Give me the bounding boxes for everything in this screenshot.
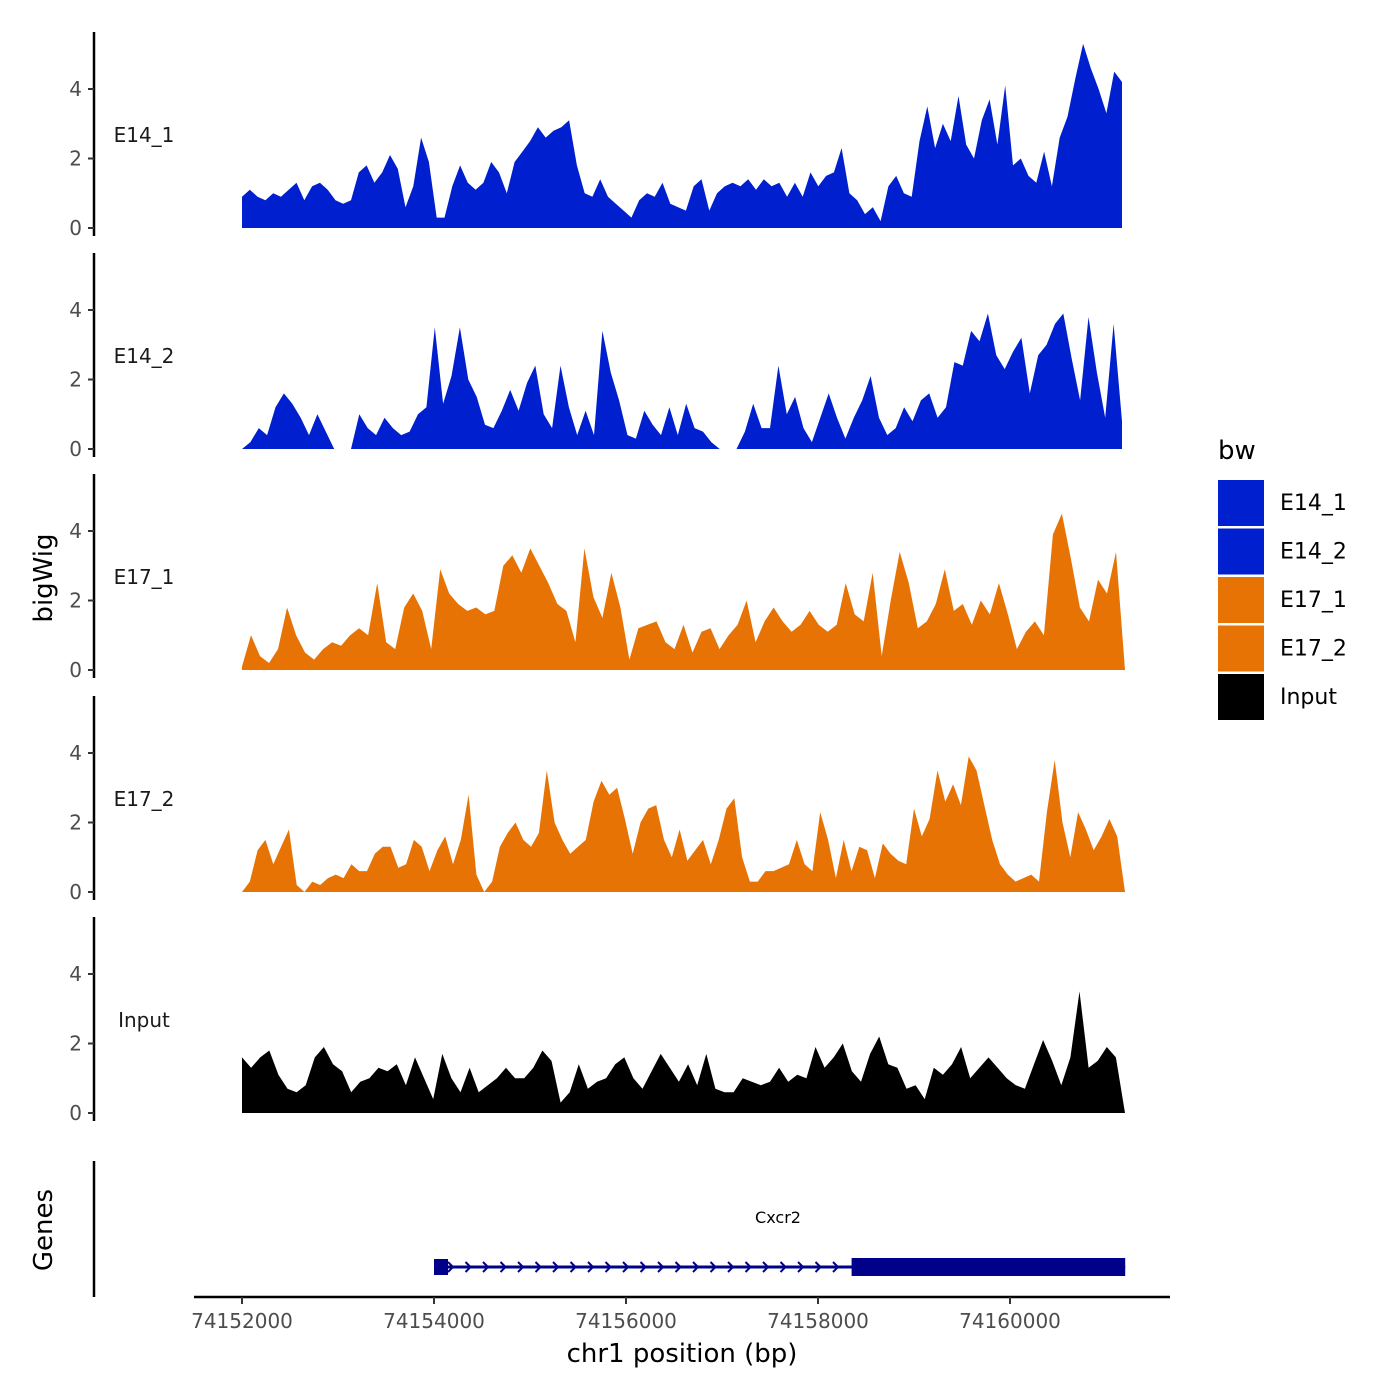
track-e14-1: 0 2 4 E14_1 — [69, 32, 1122, 240]
strand-arrow — [552, 1261, 560, 1273]
tracks-layer: 0 2 4 E14_1 0 2 4 E14_2 0 2 4 E17_1 0 2 4 E17_2 0 2 4 Input — [69, 32, 1125, 1125]
gene-track-title: Genes — [29, 1189, 59, 1271]
strand-arrow — [587, 1261, 595, 1273]
track-e17-1: 0 2 4 E17_1 — [69, 474, 1125, 682]
y-tick-label: 4 — [69, 741, 82, 765]
legend-label: E14_2 — [1280, 540, 1347, 565]
y-tick-label: 0 — [69, 437, 82, 461]
strand-arrow — [499, 1261, 507, 1273]
y-tick-label: 0 — [69, 658, 82, 682]
track-label: E14_2 — [114, 344, 175, 368]
strand-arrow — [674, 1261, 682, 1273]
gene-track: Cxcr2 — [92, 1161, 1126, 1297]
strand-arrow — [814, 1261, 822, 1273]
x-tick-label: 74156000 — [575, 1309, 677, 1333]
y-tick-label: 4 — [69, 77, 82, 101]
y-tick-label: 0 — [69, 216, 82, 240]
y-tick-label: 2 — [69, 147, 82, 171]
legend-swatch — [1218, 625, 1264, 672]
strand-arrow — [639, 1261, 647, 1273]
legend-label: E17_1 — [1280, 588, 1347, 613]
y-tick-label: 2 — [69, 811, 82, 835]
legend-swatch — [1218, 528, 1264, 575]
x-tick-label: 74154000 — [383, 1309, 485, 1333]
strand-arrow — [797, 1261, 805, 1273]
legend-swatch — [1218, 480, 1264, 526]
track-label: Input — [118, 1008, 170, 1032]
strand-arrow — [727, 1261, 735, 1273]
y-tick-label: 4 — [69, 519, 82, 543]
gene-exon-block — [851, 1258, 1126, 1276]
track-label: E17_1 — [114, 565, 175, 589]
strand-arrow — [482, 1261, 490, 1273]
strand-arrow — [464, 1261, 472, 1273]
signal-area-e17-2 — [242, 756, 1125, 892]
x-axis: 74152000 74154000 74156000 74158000 74160000 — [191, 1295, 1170, 1333]
y-tick-label: 4 — [69, 298, 82, 322]
y-tick-label: 0 — [69, 880, 82, 904]
strand-arrow — [622, 1261, 630, 1273]
strand-arrow — [447, 1261, 455, 1273]
gene-exon-start — [434, 1259, 448, 1275]
x-tick-label: 74152000 — [191, 1309, 293, 1333]
y-tick-label: 0 — [69, 1101, 82, 1125]
track-label: E17_2 — [114, 787, 175, 811]
strand-arrow — [569, 1261, 577, 1273]
strand-arrow — [779, 1261, 787, 1273]
strand-arrow — [604, 1261, 612, 1273]
legend-title: bw — [1218, 436, 1256, 466]
y-tick-label: 2 — [69, 589, 82, 613]
strand-arrow — [762, 1261, 770, 1273]
legend-swatch — [1218, 577, 1264, 623]
legend: bw E14_1 E14_2 E17_1 E17_2 Input — [1218, 436, 1347, 720]
signal-area-e14-1 — [242, 43, 1122, 228]
legend-label: E17_2 — [1280, 637, 1347, 662]
x-tick-label: 74160000 — [959, 1309, 1061, 1333]
strand-arrow — [517, 1261, 525, 1273]
strand-arrow — [692, 1261, 700, 1273]
strand-arrow — [534, 1261, 542, 1273]
signal-area-e14-2 — [242, 313, 1122, 449]
x-tick-label: 74158000 — [767, 1309, 869, 1333]
strand-arrow — [744, 1261, 752, 1273]
y-tick-label: 4 — [69, 962, 82, 986]
track-input: 0 2 4 Input — [69, 917, 1125, 1125]
track-label: E14_1 — [114, 123, 175, 147]
strand-arrow — [832, 1261, 840, 1273]
legend-swatch — [1218, 674, 1264, 720]
y-tick-label: 2 — [69, 368, 82, 392]
signal-area-input — [242, 991, 1125, 1113]
y-tick-label: 2 — [69, 1032, 82, 1056]
gene-name-label: Cxcr2 — [755, 1208, 801, 1227]
x-axis-title: chr1 position (bp) — [567, 1339, 798, 1369]
strand-arrow — [657, 1261, 665, 1273]
y-axis-title: bigWig — [29, 533, 59, 622]
legend-label: Input — [1280, 685, 1337, 710]
signal-area-e17-1 — [242, 513, 1125, 670]
legend-label: E14_1 — [1280, 491, 1347, 516]
track-e17-2: 0 2 4 E17_2 — [69, 696, 1125, 904]
track-e14-2: 0 2 4 E14_2 — [69, 253, 1122, 461]
strand-arrow — [709, 1261, 717, 1273]
